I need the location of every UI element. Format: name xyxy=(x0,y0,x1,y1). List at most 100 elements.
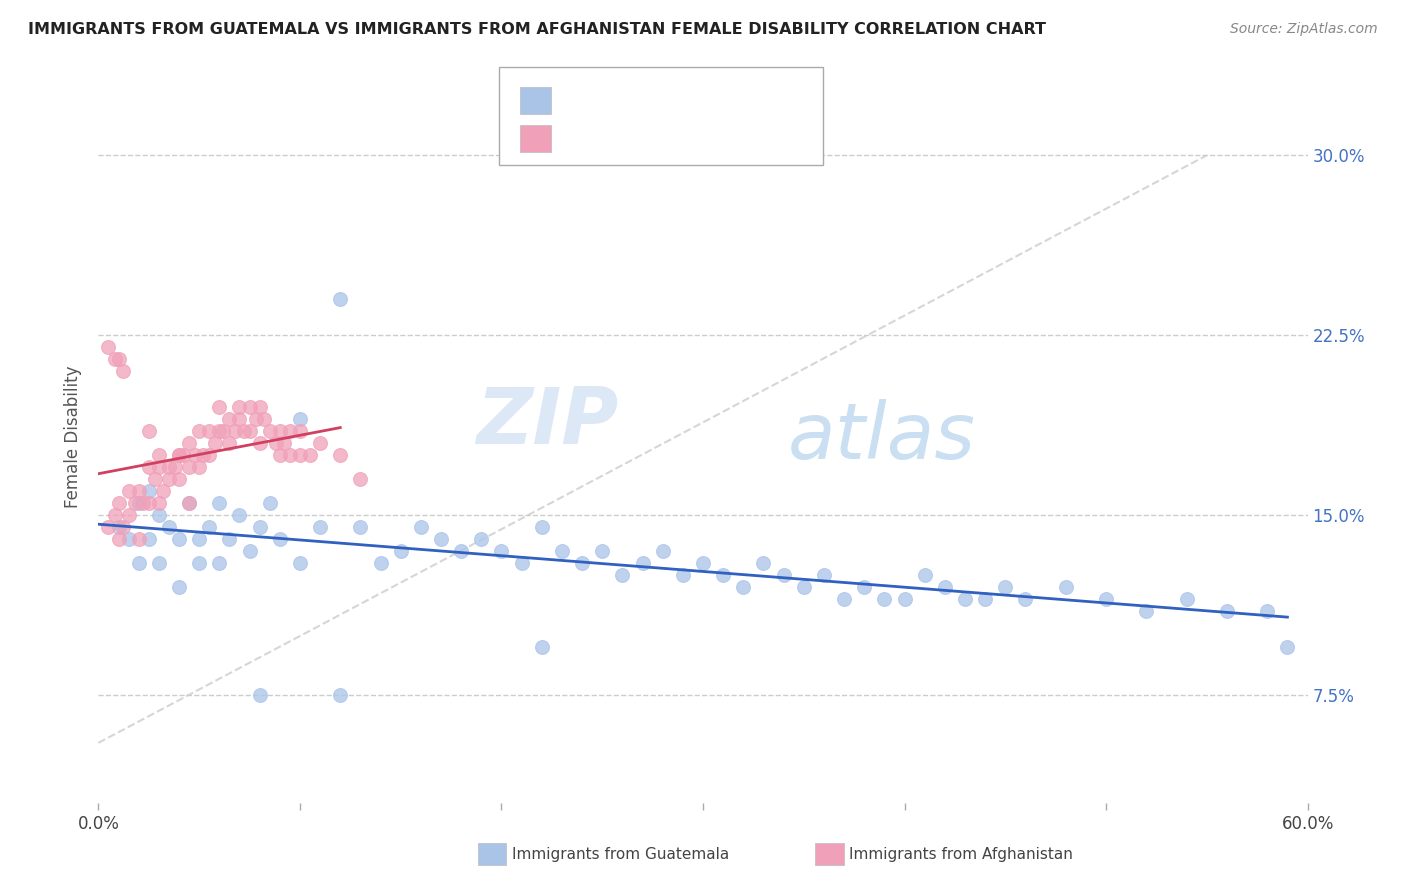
Point xyxy=(309,436,332,450)
Text: 71: 71 xyxy=(709,87,731,105)
Text: atlas: atlas xyxy=(787,399,976,475)
Point xyxy=(111,364,134,378)
Point xyxy=(1216,604,1239,618)
Point xyxy=(224,424,246,438)
Point xyxy=(269,532,291,546)
Point xyxy=(228,400,250,414)
Point xyxy=(198,520,221,534)
Point xyxy=(893,591,915,606)
Point xyxy=(157,460,180,475)
Point xyxy=(107,532,129,546)
Point xyxy=(1095,591,1118,606)
Point xyxy=(733,580,755,594)
Point xyxy=(571,556,593,570)
Text: 0.374: 0.374 xyxy=(593,137,652,155)
Point xyxy=(672,568,695,582)
Point xyxy=(349,520,371,534)
Point xyxy=(273,436,295,450)
Point xyxy=(329,292,352,306)
Point xyxy=(269,448,291,462)
Point xyxy=(118,483,141,498)
Point xyxy=(218,436,240,450)
Y-axis label: Female Disability: Female Disability xyxy=(65,366,83,508)
Point xyxy=(711,568,734,582)
Text: 68: 68 xyxy=(709,137,731,155)
Point xyxy=(167,580,190,594)
Point xyxy=(288,412,311,426)
Point xyxy=(772,568,794,582)
Point xyxy=(813,568,835,582)
Point xyxy=(163,460,186,475)
Text: ZIP: ZIP xyxy=(477,384,619,460)
Point xyxy=(651,544,673,558)
Point xyxy=(167,472,190,486)
Point xyxy=(204,436,226,450)
Point xyxy=(239,544,262,558)
Point xyxy=(167,532,190,546)
Text: -0.144: -0.144 xyxy=(593,87,652,105)
Point xyxy=(269,424,291,438)
Point xyxy=(138,460,160,475)
Point xyxy=(974,591,997,606)
Point xyxy=(953,591,976,606)
Point xyxy=(228,508,250,522)
Point xyxy=(148,460,170,475)
Point xyxy=(853,580,876,594)
Point xyxy=(409,520,432,534)
Point xyxy=(288,424,311,438)
Point xyxy=(138,483,160,498)
Point xyxy=(259,496,281,510)
Point xyxy=(530,640,553,654)
Point xyxy=(278,424,301,438)
Point xyxy=(288,556,311,570)
Point xyxy=(329,688,352,702)
Point xyxy=(1135,604,1157,618)
Point xyxy=(934,580,956,594)
Point xyxy=(118,532,141,546)
Point xyxy=(832,591,855,606)
Point xyxy=(128,532,150,546)
Point xyxy=(118,508,141,522)
Point xyxy=(198,424,221,438)
Point xyxy=(111,520,134,534)
Point xyxy=(167,448,190,462)
Point xyxy=(218,532,240,546)
Text: N =: N = xyxy=(658,137,706,155)
Point xyxy=(491,544,513,558)
Point xyxy=(239,400,262,414)
Point xyxy=(172,448,194,462)
Point xyxy=(188,532,211,546)
Point xyxy=(239,424,262,438)
Point xyxy=(212,424,235,438)
Text: Immigrants from Afghanistan: Immigrants from Afghanistan xyxy=(849,847,1073,862)
Point xyxy=(612,568,634,582)
Point xyxy=(107,520,129,534)
Point xyxy=(179,496,201,510)
Point xyxy=(97,340,120,354)
Point xyxy=(278,448,301,462)
Point xyxy=(157,520,180,534)
Point xyxy=(249,436,271,450)
Point xyxy=(309,520,332,534)
Point xyxy=(232,424,254,438)
Point xyxy=(631,556,654,570)
Point xyxy=(148,508,170,522)
Point xyxy=(152,483,174,498)
Point xyxy=(148,496,170,510)
Point xyxy=(128,496,150,510)
Point xyxy=(259,424,281,438)
Text: N =: N = xyxy=(658,87,706,105)
Point xyxy=(107,496,129,510)
Point xyxy=(132,496,155,510)
Point xyxy=(198,448,221,462)
Text: Immigrants from Guatemala: Immigrants from Guatemala xyxy=(512,847,730,862)
Text: R =: R = xyxy=(562,137,599,155)
Point xyxy=(752,556,775,570)
Point xyxy=(228,412,250,426)
Point xyxy=(208,496,231,510)
Point xyxy=(1054,580,1077,594)
Point xyxy=(184,448,207,462)
Point xyxy=(128,556,150,570)
Point xyxy=(430,532,453,546)
Point xyxy=(873,591,896,606)
